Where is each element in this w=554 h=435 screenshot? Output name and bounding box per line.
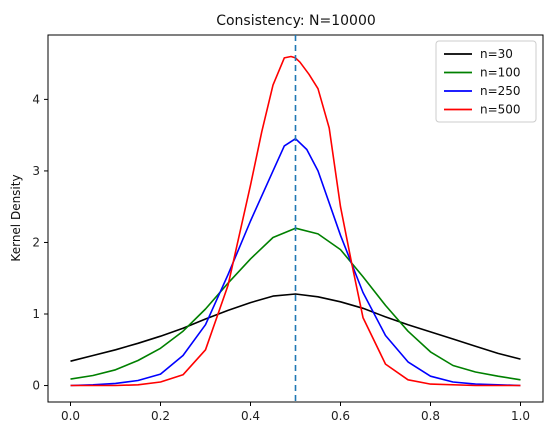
- legend-label: n=30: [480, 47, 513, 61]
- y-tick-label: 3: [32, 164, 40, 178]
- y-axis-ticks: 0 1 2 3 4: [32, 92, 48, 392]
- x-tick-label: 1.0: [511, 409, 530, 423]
- legend-label: n=100: [480, 66, 521, 80]
- x-tick-label: 0.6: [331, 409, 350, 423]
- y-axis-label: Kernel Density: [9, 174, 23, 261]
- y-tick-label: 0: [32, 379, 40, 393]
- chart-title: Consistency: N=10000: [216, 13, 376, 29]
- y-tick-label: 4: [32, 92, 40, 106]
- legend-label: n=250: [480, 84, 521, 98]
- x-tick-label: 0.2: [151, 409, 170, 423]
- legend: n=30 n=100 n=250 n=500: [436, 41, 536, 122]
- y-tick-label: 2: [32, 235, 40, 249]
- legend-label: n=500: [480, 103, 521, 117]
- x-axis-ticks: 0.0 0.2 0.4 0.6 0.8 1.0: [61, 402, 530, 423]
- x-tick-label: 0.4: [241, 409, 260, 423]
- y-tick-label: 1: [32, 307, 40, 321]
- x-tick-label: 0.8: [421, 409, 440, 423]
- x-tick-label: 0.0: [61, 409, 80, 423]
